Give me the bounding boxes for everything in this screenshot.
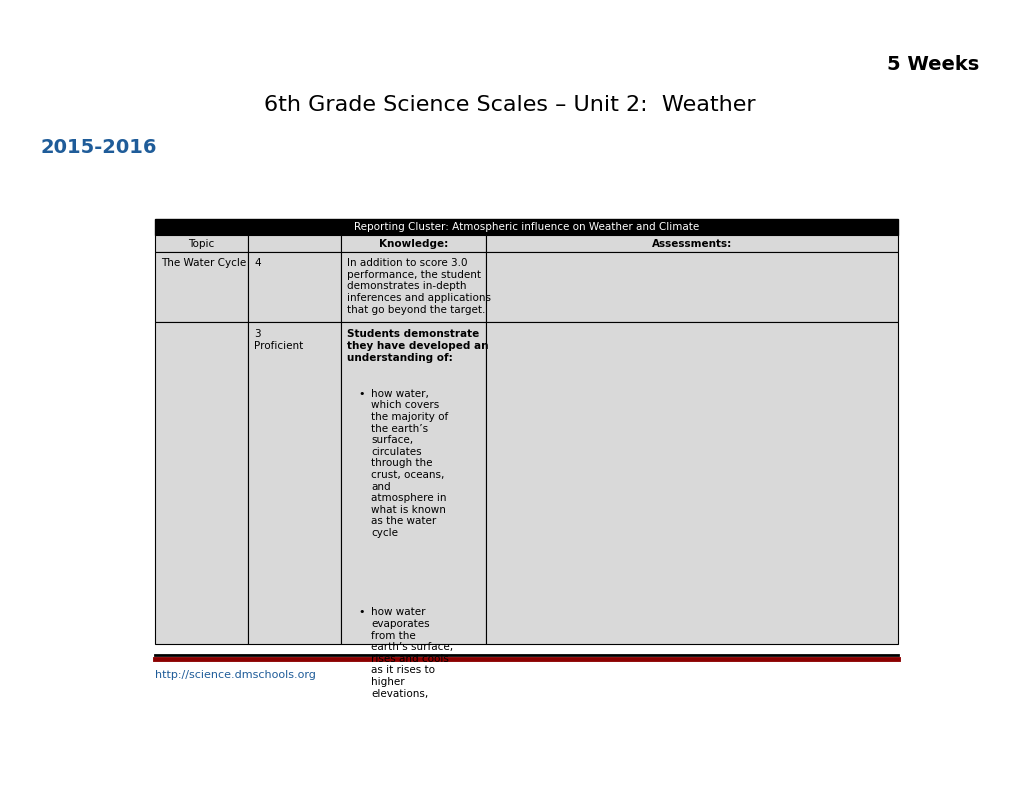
Text: 2015-2016: 2015-2016: [41, 138, 157, 157]
Text: In addition to score 3.0
performance, the student
demonstrates in-depth
inferenc: In addition to score 3.0 performance, th…: [346, 258, 491, 314]
FancyBboxPatch shape: [248, 322, 340, 644]
Text: 4: 4: [254, 258, 261, 268]
Text: Knowledge:: Knowledge:: [378, 239, 447, 248]
Text: http://science.dmschools.org: http://science.dmschools.org: [155, 671, 316, 680]
Text: 3
Proficient: 3 Proficient: [254, 329, 304, 351]
Text: The Water Cycle: The Water Cycle: [161, 258, 247, 268]
FancyBboxPatch shape: [485, 252, 898, 322]
Text: Topic: Topic: [189, 239, 215, 248]
Text: •: •: [358, 608, 365, 617]
FancyBboxPatch shape: [485, 235, 898, 252]
Text: 5 Weeks: 5 Weeks: [887, 55, 978, 74]
FancyBboxPatch shape: [248, 252, 340, 322]
FancyBboxPatch shape: [155, 322, 248, 644]
Text: how water
evaporates
from the
earth’s surface,
rises and cools
as it rises to
hi: how water evaporates from the earth’s su…: [371, 608, 452, 698]
Text: Students demonstrate
they have developed an
understanding of:: Students demonstrate they have developed…: [346, 329, 488, 362]
FancyBboxPatch shape: [155, 219, 898, 235]
Text: Reporting Cluster: Atmospheric influence on Weather and Climate: Reporting Cluster: Atmospheric influence…: [354, 222, 699, 232]
Text: 6th Grade Science Scales – Unit 2:  Weather: 6th Grade Science Scales – Unit 2: Weath…: [264, 95, 755, 114]
FancyBboxPatch shape: [340, 252, 485, 322]
Text: Assessments:: Assessments:: [651, 239, 732, 248]
FancyBboxPatch shape: [155, 235, 248, 252]
FancyBboxPatch shape: [340, 235, 485, 252]
FancyBboxPatch shape: [485, 322, 898, 644]
Text: how water,
which covers
the majority of
the earth’s
surface,
circulates
through : how water, which covers the majority of …: [371, 389, 447, 538]
Text: •: •: [358, 389, 365, 399]
FancyBboxPatch shape: [248, 235, 340, 252]
FancyBboxPatch shape: [340, 322, 485, 644]
FancyBboxPatch shape: [155, 252, 248, 322]
